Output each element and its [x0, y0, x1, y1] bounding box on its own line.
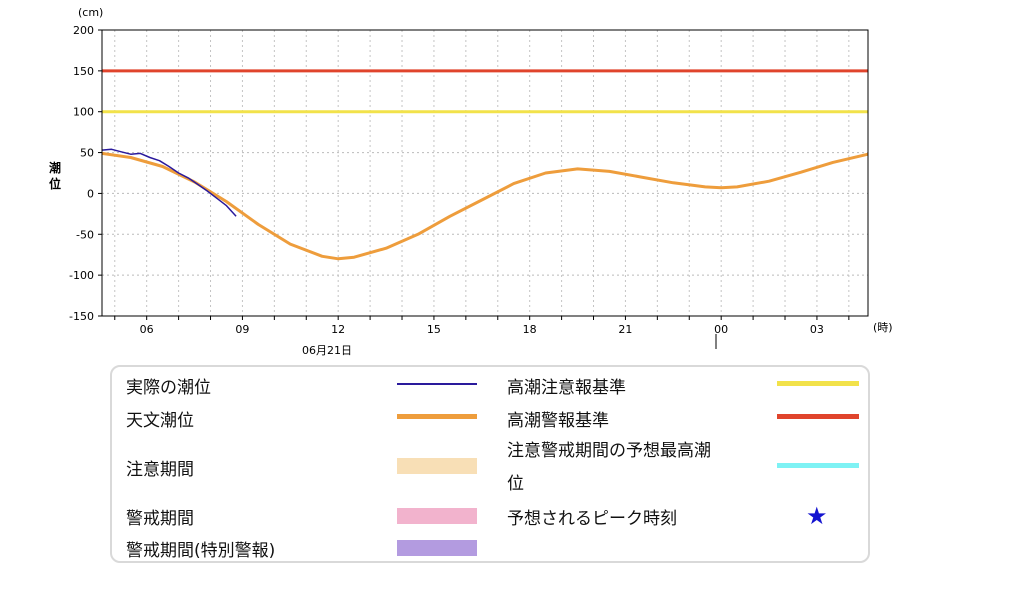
x-tick-label: 03: [810, 323, 824, 336]
legend-swatch-special-warning-period: [397, 540, 477, 556]
y-tick-label: -150: [69, 310, 94, 323]
y-tick-label: -50: [76, 228, 94, 241]
time-unit-label: (時): [873, 321, 893, 334]
legend-label-storm-surge-advisory: 高潮注意報基準: [507, 378, 626, 398]
x-tick-label: 15: [427, 323, 441, 336]
legend-swatch-storm-surge-warning: [777, 414, 859, 419]
y-tick-label: 200: [73, 24, 94, 37]
legend-swatch-caution-period: [397, 458, 477, 474]
legend-label-actual-tide: 実際の潮位: [126, 378, 211, 398]
y-tick-label: 0: [87, 187, 94, 200]
threshold-lines: [102, 69, 868, 114]
legend-label-warning-period: 警戒期間: [126, 509, 194, 529]
tide-chart: 200 150 100 50 0 -50 -100 -150 06 09 12 15 18 21 00 03…: [49, 6, 893, 357]
plot-frame: [101, 29, 869, 317]
x-tick-label: 00: [714, 323, 728, 336]
y-tick-label: 100: [73, 106, 94, 119]
legend-label-forecast-peak-line1: 注意警戒期間の予想最高潮: [507, 441, 711, 461]
x-tick-label: 09: [235, 323, 249, 336]
legend-swatch-actual-tide: [397, 383, 477, 385]
series-lines: [101, 148, 869, 261]
x-axis-ticks: 06 09 12 15 18 21 00 03: [114, 316, 850, 336]
legend-swatch-warning-period: [397, 508, 477, 524]
y-unit-label: (cm): [78, 6, 103, 19]
grid-lines: [102, 30, 868, 316]
x-tick-label: 21: [618, 323, 632, 336]
y-axis-label: 潮位: [49, 160, 61, 191]
y-axis-ticks: 200 150 100 50 0 -50 -100 -150: [69, 24, 102, 323]
series-line-1: [101, 148, 237, 217]
series-line-0: [101, 151, 869, 261]
x-tick-label: 18: [523, 323, 537, 336]
legend-label-peak-time: 予想されるピーク時刻: [507, 509, 677, 529]
x-tick-label: 06: [140, 323, 154, 336]
legend-label-forecast-peak-line2: 位: [507, 474, 524, 494]
x-tick-label: 12: [331, 323, 345, 336]
legend-swatch-astronomical-tide: [397, 414, 477, 419]
legend-label-special-warning-period: 警戒期間(特別警報): [126, 541, 276, 561]
y-tick-label: 150: [73, 65, 94, 78]
star-icon: ★: [806, 502, 828, 530]
legend-swatch-forecast-peak: [777, 463, 859, 468]
legend-swatch-storm-surge-advisory: [777, 381, 859, 386]
date-label: 06月21日: [302, 344, 352, 357]
y-tick-label: -100: [69, 269, 94, 282]
legend-label-astronomical-tide: 天文潮位: [126, 411, 194, 431]
legend-label-caution-period: 注意期間: [126, 460, 194, 480]
y-tick-label: 50: [80, 147, 94, 160]
legend-label-storm-surge-warning: 高潮警報基準: [507, 411, 609, 431]
legend: 実際の潮位 天文潮位 注意期間 警戒期間 警戒期間(特別警報) 高潮注意報基準 …: [110, 365, 870, 563]
